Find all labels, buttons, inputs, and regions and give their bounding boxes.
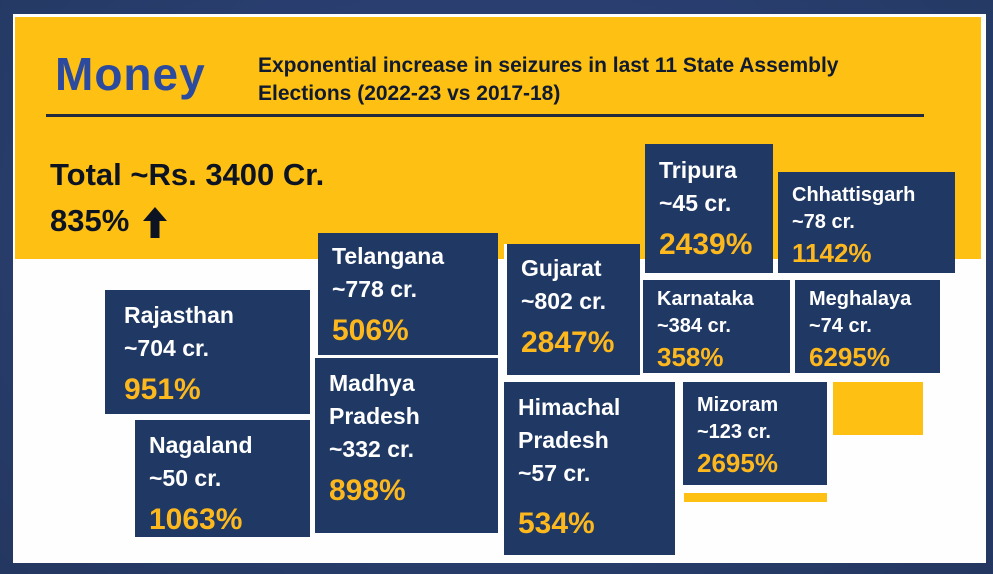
state-percent: 506%	[332, 314, 409, 347]
state-card-madhya-pradesh: Madhya Pradesh ~332 cr. 898%	[315, 358, 498, 533]
total-increase-row: 835%	[50, 201, 168, 241]
state-name: Himachal Pradesh	[518, 394, 621, 453]
total-seizure-amount: Total ~Rs. 3400 Cr.	[50, 157, 325, 192]
state-percent: 951%	[124, 373, 201, 406]
state-percent: 358%	[657, 342, 724, 372]
state-percent: 1142%	[792, 238, 872, 268]
slide-title: Money	[55, 48, 206, 100]
state-card-chhattisgarh: Chhattisgarh ~78 cr. 1142%	[778, 172, 955, 273]
state-percent: 1063%	[149, 503, 243, 536]
state-name: Rajasthan	[124, 302, 234, 328]
state-percent: 2695%	[697, 448, 778, 478]
state-card-rajasthan: Rajasthan ~704 cr. 951%	[105, 290, 310, 414]
state-amount: ~74 cr.	[809, 315, 872, 337]
state-card-meghalaya: Meghalaya ~74 cr. 6295%	[795, 280, 940, 373]
state-amount: ~802 cr.	[521, 288, 607, 314]
state-name: Nagaland	[149, 432, 253, 458]
state-name: Tripura	[659, 157, 737, 183]
state-amount: ~50 cr.	[149, 465, 222, 491]
state-name: Madhya Pradesh	[329, 370, 420, 429]
state-percent: 6295%	[809, 342, 890, 372]
up-arrow-icon	[143, 206, 168, 238]
state-card-gujarat: Gujarat ~802 cr. 2847%	[504, 244, 640, 375]
state-card-nagaland: Nagaland ~50 cr. 1063%	[135, 420, 310, 537]
state-name: Chhattisgarh	[792, 184, 916, 206]
state-name: Mizoram	[697, 394, 779, 416]
state-amount: ~384 cr.	[657, 315, 731, 337]
state-card-mizoram: Mizoram ~123 cr. 2695%	[683, 382, 827, 485]
state-card-tripura: Tripura ~45 cr. 2439%	[645, 144, 773, 273]
state-percent: 2847%	[521, 326, 615, 359]
state-amount: ~78 cr.	[792, 211, 855, 233]
state-card-telangana: Telangana ~778 cr. 506%	[318, 233, 498, 355]
yellow-accent-block	[833, 382, 923, 435]
header-rule	[46, 114, 924, 117]
slide-subtitle: Exponential increase in seizures in last…	[258, 54, 839, 105]
state-name: Gujarat	[521, 255, 602, 281]
state-name: Telangana	[332, 243, 445, 269]
state-card-karnataka: Karnataka ~384 cr. 358%	[643, 280, 790, 373]
state-percent: 2439%	[659, 228, 753, 261]
state-name: Meghalaya	[809, 288, 912, 310]
state-name: Karnataka	[657, 288, 754, 310]
state-amount: ~45 cr.	[659, 190, 732, 216]
state-percent: 534%	[518, 507, 595, 540]
yellow-accent-underline	[684, 493, 827, 502]
state-amount: ~778 cr.	[332, 276, 418, 302]
state-percent: 898%	[329, 474, 406, 507]
state-amount: ~123 cr.	[697, 421, 771, 443]
state-amount: ~704 cr.	[124, 335, 210, 361]
total-increase-percent: 835%	[50, 203, 130, 238]
state-card-himachal-pradesh: Himachal Pradesh ~57 cr. 534%	[504, 382, 675, 555]
state-amount: ~57 cr.	[518, 460, 591, 486]
state-amount: ~332 cr.	[329, 436, 415, 462]
